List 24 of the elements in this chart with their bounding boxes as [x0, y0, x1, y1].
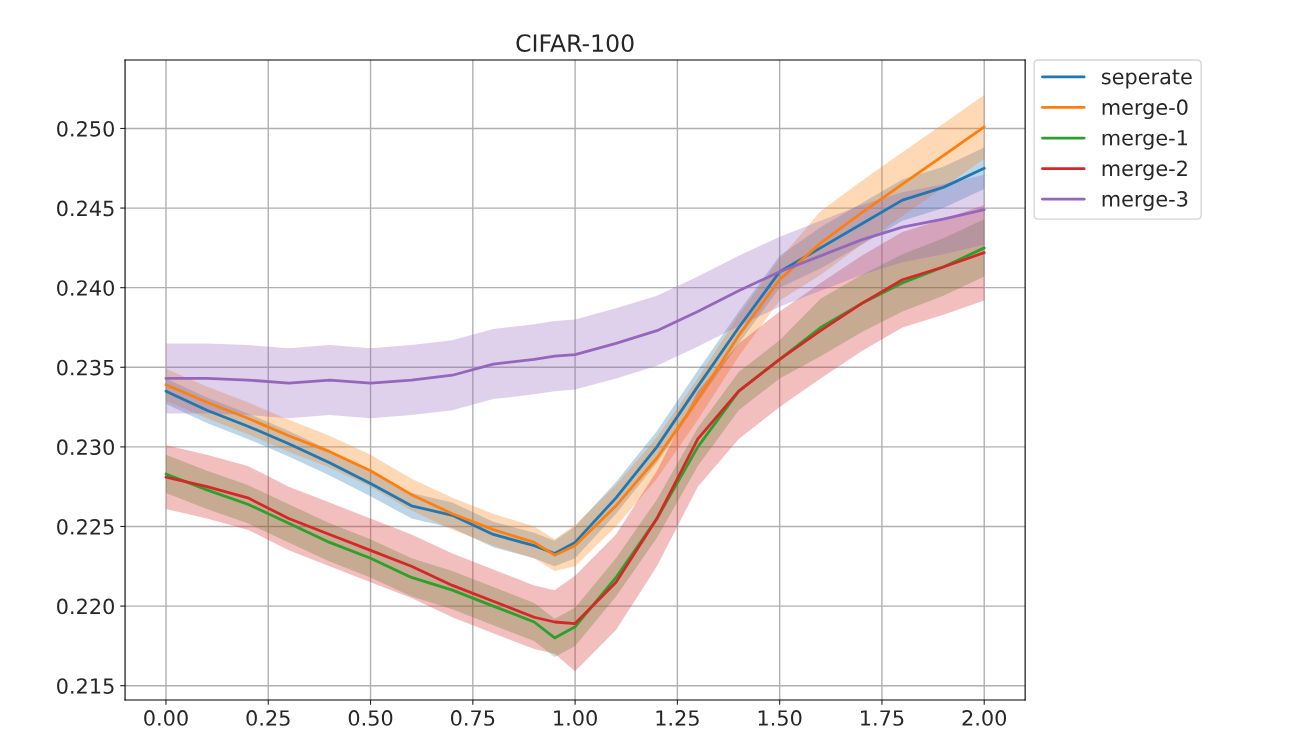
x-tick-label: 1.00 [554, 710, 597, 726]
y-tick-label: 0.215 [57, 678, 114, 694]
x-tick-label: 0.00 [144, 710, 188, 726]
y-tick-label: 0.230 [57, 439, 114, 456]
legend-label: merge-1 [1102, 130, 1188, 150]
x-tick-label: 0.50 [348, 710, 393, 726]
legend-label: seperate [1101, 69, 1192, 89]
y-tick-label: 0.245 [57, 200, 114, 217]
x-tick-label: 1.25 [656, 710, 699, 726]
line-series [164, 208, 986, 385]
chart-title: CIFAR-100 [516, 34, 634, 53]
x-tick-label: 0.25 [246, 710, 290, 726]
y-tick-label: 0.225 [57, 518, 114, 535]
x-tick-label: 1.75 [861, 710, 904, 726]
y-tick-label: 0.220 [57, 598, 114, 615]
x-tick-label: 1.50 [758, 710, 802, 726]
y-tick-label: 0.240 [57, 280, 114, 296]
legend-label: merge-0 [1102, 99, 1188, 120]
y-tick-label: 0.250 [57, 120, 114, 137]
legend-label: merge-3 [1102, 191, 1188, 211]
x-tick-label: 0.75 [451, 710, 495, 726]
legend-label: merge-2 [1102, 160, 1187, 181]
y-tick-label: 0.235 [57, 359, 114, 376]
x-tick-label: 2.00 [962, 710, 1007, 726]
